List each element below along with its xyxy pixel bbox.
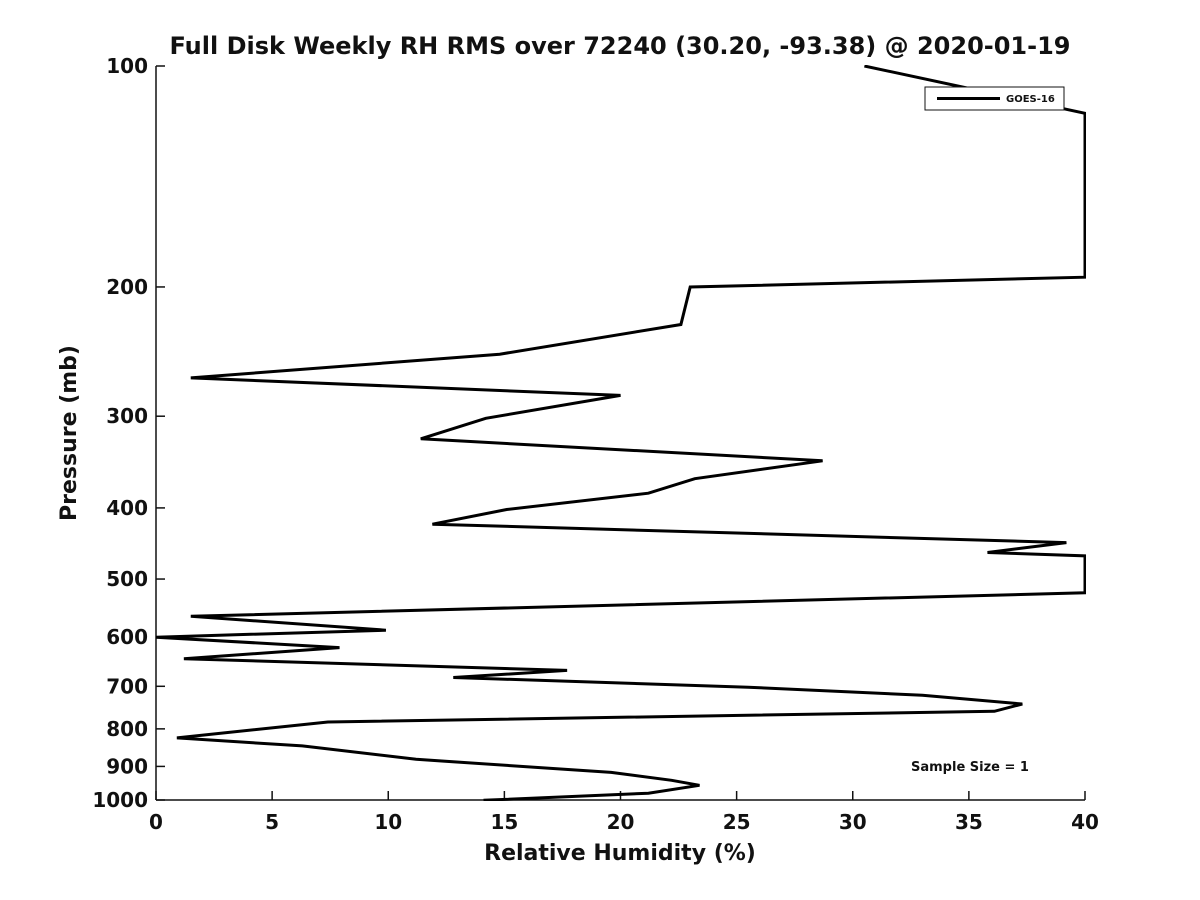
sample-size-annotation: Sample Size = 1 [911, 760, 1029, 775]
y-tick-label: 900 [106, 754, 148, 778]
x-tick-group: 0 5 10 15 20 25 30 35 40 [149, 791, 1099, 834]
x-tick-label: 40 [1071, 810, 1099, 834]
plot-axes [155, 66, 1085, 801]
x-tick-label: 25 [723, 810, 751, 834]
y-tick-label: 400 [106, 496, 148, 520]
x-tick-label: 15 [490, 810, 518, 834]
chart-title: Full Disk Weekly RH RMS over 72240 (30.2… [169, 32, 1070, 60]
y-axis-label: Pressure (mb) [57, 345, 82, 521]
series-layer [155, 65, 1086, 801]
y-tick-label: 500 [106, 567, 148, 591]
x-tick-label: 30 [839, 810, 867, 834]
x-axis-label: Relative Humidity (%) [484, 841, 756, 866]
x-tick-label: 35 [955, 810, 983, 834]
legend-label-goes-16: GOES-16 [1006, 94, 1055, 105]
y-tick-label: 100 [106, 54, 148, 78]
y-tick-label: 600 [106, 625, 148, 649]
y-tick-label: 1000 [92, 788, 148, 812]
x-tick-label: 20 [607, 810, 635, 834]
x-tick-label: 10 [374, 810, 402, 834]
y-tick-group: 100 200 300 400 500 600 700 800 900 1000 [92, 54, 165, 812]
legend: GOES-16 [924, 86, 1065, 111]
x-tick-label: 5 [265, 810, 279, 834]
series-line-goes-16 [155, 65, 1086, 801]
y-tick-label: 800 [106, 717, 148, 741]
y-tick-label: 700 [106, 674, 148, 698]
y-tick-label: 200 [106, 275, 148, 299]
x-tick-label: 0 [149, 810, 163, 834]
y-tick-label: 300 [106, 404, 148, 428]
